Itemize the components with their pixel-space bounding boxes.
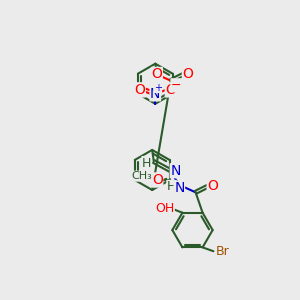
Text: O: O bbox=[182, 68, 193, 82]
Text: H: H bbox=[142, 157, 152, 169]
Text: +: + bbox=[154, 82, 162, 93]
Text: CH₃: CH₃ bbox=[131, 171, 152, 181]
Text: O: O bbox=[207, 179, 218, 193]
Text: O: O bbox=[152, 173, 163, 187]
Text: −: − bbox=[171, 79, 181, 92]
Text: O: O bbox=[165, 83, 176, 97]
Text: H: H bbox=[167, 180, 176, 194]
Text: N: N bbox=[170, 164, 181, 178]
Text: Br: Br bbox=[216, 245, 230, 258]
Text: N: N bbox=[150, 87, 160, 101]
Text: OH: OH bbox=[155, 202, 174, 215]
Text: O: O bbox=[152, 68, 162, 82]
Text: N: N bbox=[174, 182, 184, 196]
Text: O: O bbox=[134, 83, 145, 97]
